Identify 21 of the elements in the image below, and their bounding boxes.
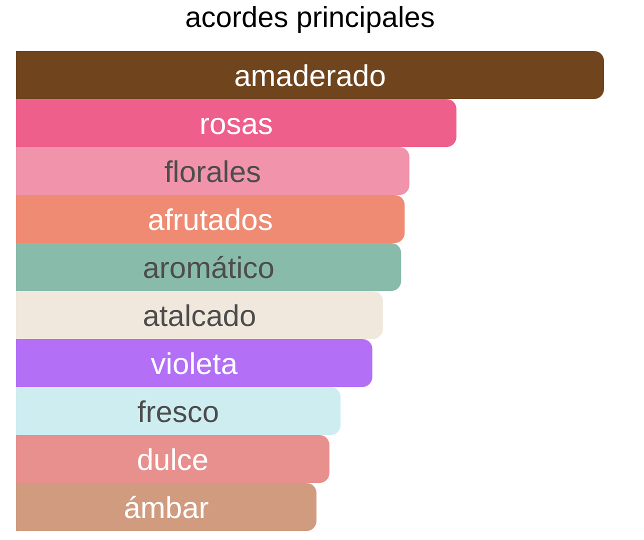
y-tick-label: florales (164, 156, 262, 189)
y-tick-label: dulce (136, 444, 209, 477)
bar (16, 195, 405, 243)
bar (16, 435, 330, 483)
bar (16, 51, 604, 99)
bar (16, 387, 341, 435)
bar (16, 243, 402, 291)
y-tick-label: fresco (137, 396, 220, 429)
y-tick-label: atalcado (142, 300, 256, 333)
bar (16, 147, 410, 195)
y-tick-label: violeta (150, 348, 238, 381)
y-tick-label: amaderado (234, 60, 386, 93)
y-tick-label: afrutados (148, 204, 273, 237)
y-tick-label: aromático (142, 252, 274, 285)
bar (16, 99, 456, 147)
bar (16, 291, 383, 339)
y-tick-label: rosas (200, 108, 273, 141)
chart-title: acordes principales (184, 2, 436, 34)
bar (16, 339, 372, 387)
bar (16, 483, 316, 531)
y-tick-label: ámbar (124, 492, 209, 525)
